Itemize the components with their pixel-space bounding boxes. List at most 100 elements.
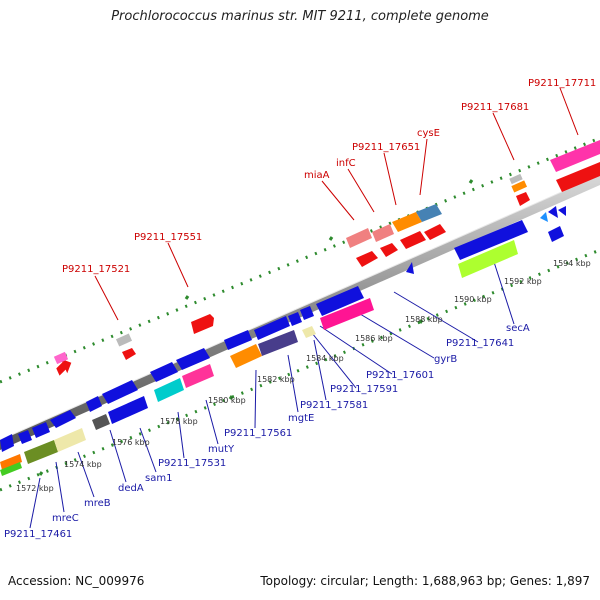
- gene-feature[interactable]: [54, 428, 86, 452]
- gene-feature[interactable]: [509, 173, 523, 185]
- gene-label[interactable]: P9211_17461: [4, 529, 72, 540]
- gene-feature[interactable]: [53, 355, 74, 376]
- gene-label[interactable]: P9211_17531: [158, 458, 226, 469]
- gene-feature[interactable]: [0, 462, 22, 476]
- gene-feature[interactable]: [254, 316, 290, 340]
- major-ticks: [38, 179, 474, 476]
- leader-line-17681: [492, 112, 515, 161]
- gene-label[interactable]: cysE: [417, 128, 440, 139]
- gene-feature[interactable]: [288, 312, 302, 326]
- kbp-label: 1588 kbp: [405, 315, 443, 324]
- leader-line-17711: [559, 87, 579, 136]
- gene-feature[interactable]: [115, 333, 133, 347]
- gene-feature[interactable]: [50, 410, 76, 428]
- gene-feature[interactable]: [86, 396, 102, 412]
- kbp-label: 1580 kbp: [208, 396, 246, 405]
- kbp-label: 1594 kbp: [553, 259, 591, 268]
- gene-feature[interactable]: [18, 430, 32, 444]
- gene-feature[interactable]: [0, 434, 14, 452]
- gene-label[interactable]: P9211_17561: [224, 428, 292, 439]
- gene-feature[interactable]: [406, 262, 414, 274]
- gene-feature[interactable]: [150, 362, 178, 382]
- gene-feature[interactable]: [454, 220, 528, 260]
- gene-label[interactable]: P9211_17581: [300, 400, 368, 411]
- gene-feature[interactable]: [154, 378, 184, 402]
- gene-feature[interactable]: [416, 204, 442, 222]
- gene-feature[interactable]: [224, 330, 252, 350]
- gene-feature[interactable]: [24, 440, 58, 464]
- gene-feature[interactable]: [122, 348, 136, 360]
- gene-label[interactable]: P9211_17521: [62, 264, 130, 275]
- gene-label[interactable]: dedA: [118, 483, 144, 494]
- leader-line-17641: [393, 291, 479, 343]
- gene-feature[interactable]: [392, 212, 422, 232]
- gene-feature[interactable]: [300, 306, 314, 320]
- gene-feature[interactable]: [511, 180, 528, 193]
- gene-label[interactable]: mutY: [208, 444, 235, 455]
- gene-feature[interactable]: [320, 298, 374, 330]
- gene-label[interactable]: secA: [506, 323, 530, 334]
- gene-feature[interactable]: [380, 243, 398, 257]
- gene-feature[interactable]: [176, 348, 210, 370]
- gene-feature[interactable]: [182, 364, 214, 388]
- bottom-gene-labels: P9211_17461 mreC mreB dedA sam1 P9211_17…: [4, 323, 530, 540]
- gene-feature[interactable]: [540, 212, 548, 222]
- top-gene-labels: P9211_17521 P9211_17551 miaA infC P9211_…: [62, 78, 596, 275]
- leader-line-17531: [177, 411, 185, 459]
- gene-feature[interactable]: [230, 344, 262, 368]
- lower-tick-rail: [0, 248, 600, 492]
- kbp-label: 1578 kbp: [160, 417, 198, 426]
- gene-feature[interactable]: [0, 454, 22, 470]
- gene-label[interactable]: mreB: [84, 498, 111, 509]
- leader-line-cysE: [419, 138, 428, 196]
- leader-line-infC: [347, 168, 375, 213]
- gene-feature[interactable]: [556, 162, 600, 192]
- gene-label[interactable]: P9211_17711: [528, 78, 596, 89]
- bottom-strand-genes: [0, 206, 566, 476]
- kbp-label: 1586 kbp: [355, 334, 393, 343]
- gene-feature[interactable]: [458, 240, 518, 278]
- leader-line-17591: [307, 327, 357, 389]
- kbp-label: 1582 kbp: [257, 375, 295, 384]
- gene-label[interactable]: P9211_17641: [446, 338, 514, 349]
- gene-label[interactable]: P9211_17601: [366, 370, 434, 381]
- gene-feature[interactable]: [108, 396, 148, 424]
- gene-feature[interactable]: [356, 251, 378, 267]
- kbp-label: 1590 kbp: [454, 295, 492, 304]
- gene-feature[interactable]: [550, 140, 600, 172]
- gene-label[interactable]: miaA: [304, 170, 330, 181]
- gene-feature[interactable]: [92, 414, 110, 430]
- gene-label[interactable]: P9211_17551: [134, 232, 202, 243]
- gene-feature[interactable]: [548, 226, 564, 242]
- leader-line-17521: [94, 275, 119, 321]
- gene-label[interactable]: P9211_17591: [330, 384, 398, 395]
- gene-feature[interactable]: [516, 192, 530, 206]
- gene-label[interactable]: infC: [336, 158, 356, 169]
- gene-feature[interactable]: [258, 330, 298, 356]
- kbp-label: 1572 kbp: [16, 484, 54, 493]
- gene-feature[interactable]: [424, 224, 446, 240]
- leader-line-17581: [313, 339, 327, 401]
- gene-label[interactable]: P9211_17651: [352, 142, 420, 153]
- gene-feature[interactable]: [32, 422, 50, 438]
- gene-feature[interactable]: [558, 206, 566, 216]
- gene-label[interactable]: P9211_17681: [461, 102, 529, 113]
- gene-feature[interactable]: [316, 286, 364, 316]
- gene-feature[interactable]: [102, 380, 138, 404]
- gene-feature[interactable]: [346, 228, 372, 248]
- kbp-label: 1574 kbp: [64, 460, 102, 469]
- gene-feature[interactable]: [191, 314, 214, 334]
- gene-feature[interactable]: [548, 206, 558, 218]
- gene-label[interactable]: mgtE: [288, 413, 314, 424]
- kbp-labels: 1572 kbp 1574 kbp 1576 kbp 1578 kbp 1580…: [16, 259, 591, 493]
- gene-label[interactable]: sam1: [145, 473, 172, 484]
- gene-feature[interactable]: [372, 224, 394, 242]
- gene-feature[interactable]: [400, 231, 426, 249]
- gene-feature[interactable]: [302, 326, 316, 338]
- gene-label[interactable]: mreC: [52, 513, 79, 524]
- gene-feature[interactable]: [53, 351, 69, 365]
- leader-line-mutY: [205, 399, 219, 445]
- genome-title: Prochlorococcus marinus str. MIT 9211, c…: [111, 9, 489, 24]
- leader-line-17561: [254, 369, 257, 429]
- gene-label[interactable]: gyrB: [434, 354, 457, 365]
